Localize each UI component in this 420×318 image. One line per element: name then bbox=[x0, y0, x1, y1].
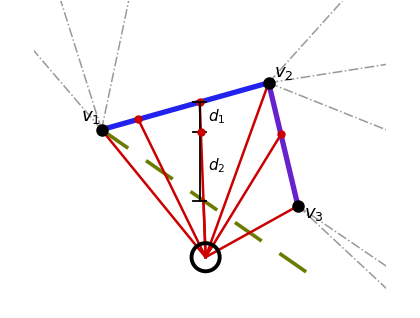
Text: $v_2$: $v_2$ bbox=[275, 64, 294, 82]
Text: $d_2$: $d_2$ bbox=[208, 157, 225, 176]
Text: $d_1$: $d_1$ bbox=[208, 107, 226, 126]
Text: $v_3$: $v_3$ bbox=[304, 204, 323, 223]
Text: $v_1$: $v_1$ bbox=[81, 108, 100, 126]
